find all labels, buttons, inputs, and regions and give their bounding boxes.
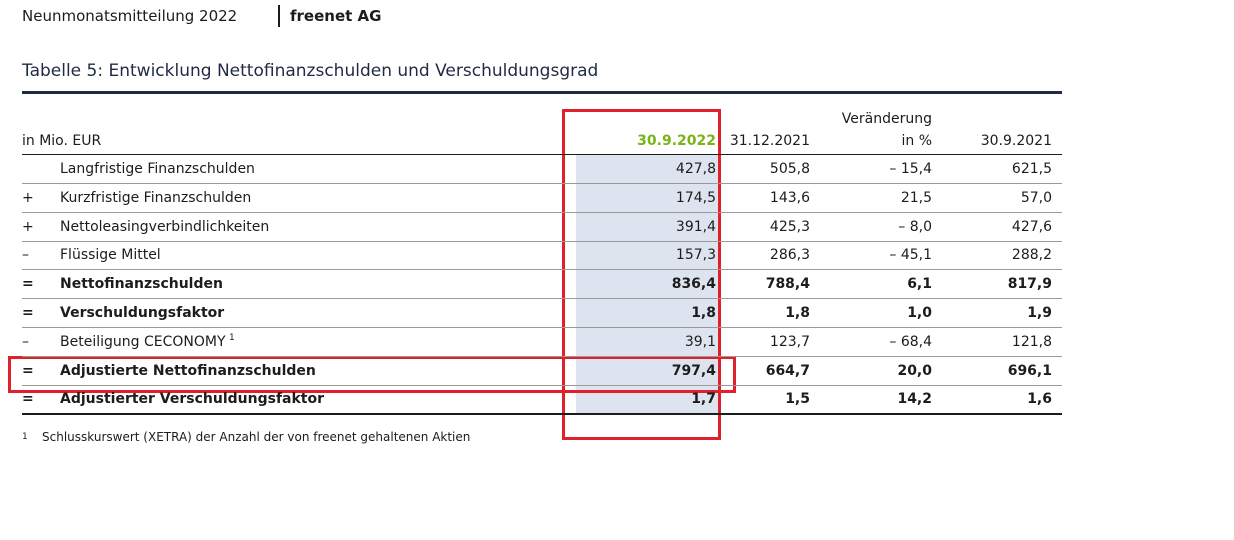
cell-value: 143,6 (769, 189, 810, 206)
cell-value: 1,7 (691, 391, 716, 408)
cell-value: 391,4 (675, 218, 716, 235)
cell-value: 1,0 (907, 305, 932, 321)
cell-value: – 8,0 (898, 218, 932, 235)
cell-value: 1,8 (785, 305, 810, 321)
row-label: Flüssige Mittel (60, 247, 161, 264)
row-rule (22, 385, 1062, 386)
row-rule (22, 356, 1062, 357)
row-sign: – (22, 247, 29, 264)
column-header: 30.9.2022 (637, 133, 716, 149)
cell-value: 788,4 (765, 276, 810, 293)
separator (278, 5, 280, 27)
row-sign: – (22, 333, 29, 350)
footnote-ref: 1 (229, 332, 235, 343)
cell-value: 21,5 (900, 189, 932, 206)
cell-value: 427,8 (675, 161, 716, 177)
cell-value: 39,1 (684, 333, 716, 350)
cell-value: 1,6 (1027, 391, 1052, 408)
cell-value: 664,7 (765, 362, 810, 379)
row-sign: = (22, 276, 34, 293)
title-rule (22, 91, 1062, 94)
cell-value: – 15,4 (889, 161, 932, 177)
row-sign: = (22, 305, 34, 321)
table-title: Tabelle 5: Entwicklung Nettofinanzschuld… (22, 61, 599, 81)
row-sign: = (22, 391, 34, 408)
row-label: Nettoleasingverbindlichkeiten (60, 218, 270, 235)
cell-value: 14,2 (897, 391, 932, 408)
column-header: 30.9.2021 (980, 133, 1052, 149)
cell-value: – 68,4 (889, 333, 932, 350)
row-rule (22, 413, 1062, 415)
row-rule (22, 269, 1062, 270)
row-rule (22, 183, 1062, 184)
cell-value: 696,1 (1007, 362, 1052, 379)
cell-value: 1,8 (691, 305, 716, 321)
row-label: Adjustierter Verschuldungsfaktor (60, 391, 325, 408)
cell-value: 425,3 (769, 218, 810, 235)
row-label: Verschuldungsfaktor (60, 305, 225, 321)
column-header: Veränderung (841, 111, 932, 127)
row-rule (22, 212, 1062, 213)
cell-value: 288,2 (1011, 247, 1052, 264)
row-sign: = (22, 362, 34, 379)
cell-value: 6,1 (907, 276, 932, 293)
footnote: Schlusskurswert (XETRA) der Anzahl der v… (42, 430, 471, 444)
report-name: Neunmonatsmitteilung 2022 (22, 7, 238, 25)
cell-value: 817,9 (1007, 276, 1052, 293)
row-sign: + (22, 189, 34, 206)
company-name: freenet AG (290, 7, 382, 25)
row-label: Kurzfristige Finanzschulden (60, 189, 252, 206)
row-rule (22, 298, 1062, 299)
unit-label: in Mio. EUR (22, 133, 102, 149)
row-rule (22, 327, 1062, 328)
cell-value: 836,4 (671, 276, 716, 293)
cell-value: 123,7 (769, 333, 810, 350)
row-rule (22, 241, 1062, 242)
cell-value: – 45,1 (889, 247, 932, 264)
row-label: Adjustierte Nettofinanzschulden (60, 362, 316, 379)
row-label: Langfristige Finanzschulden (60, 161, 255, 177)
cell-value: 121,8 (1011, 333, 1052, 350)
cell-value: 427,6 (1011, 218, 1052, 235)
header-rule (22, 154, 1062, 155)
cell-value: 1,5 (785, 391, 810, 408)
cell-value: 57,0 (1020, 189, 1052, 206)
cell-value: 1,9 (1027, 305, 1052, 321)
cell-value: 286,3 (769, 247, 810, 264)
cell-value: 797,4 (671, 362, 716, 379)
annotation-box (562, 109, 721, 440)
cell-value: 505,8 (769, 161, 810, 177)
highlight-column (576, 155, 718, 414)
column-header: 31.12.2021 (729, 133, 810, 149)
cell-value: 621,5 (1011, 161, 1052, 177)
cell-value: 157,3 (675, 247, 716, 264)
cell-value: 174,5 (675, 189, 716, 206)
annotation-box (8, 356, 736, 393)
column-header: in % (901, 133, 932, 149)
footnote-marker: 1 (22, 432, 28, 442)
row-label: Nettofinanzschulden (60, 276, 223, 293)
row-label: Beteiligung CECONOMY (60, 333, 226, 350)
cell-value: 20,0 (897, 362, 932, 379)
row-sign: + (22, 218, 34, 235)
